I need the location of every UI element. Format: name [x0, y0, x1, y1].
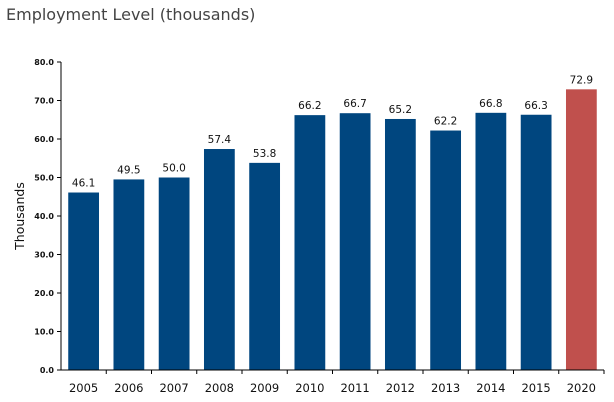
bar-2020: [565, 89, 597, 370]
bar-2011: [339, 113, 371, 370]
bar-2007: [158, 177, 190, 370]
y-tick-label: 10.0: [34, 328, 54, 337]
x-tick-label-2007: 2007: [159, 381, 188, 395]
x-tick-label-2010: 2010: [295, 381, 324, 395]
x-tick-label-2020: 2020: [567, 381, 596, 395]
bar-2010: [294, 115, 326, 370]
y-tick-label: 40.0: [34, 212, 54, 221]
bar-2014: [475, 112, 507, 370]
data-label-2006: 49.5: [117, 164, 140, 176]
data-label-2012: 65.2: [389, 104, 412, 116]
x-tick-label-2006: 2006: [114, 381, 143, 395]
x-tick-label-2013: 2013: [431, 381, 460, 395]
bar-2015: [520, 114, 552, 370]
y-tick-label: 70.0: [34, 97, 54, 106]
x-tick-label-2009: 2009: [250, 381, 279, 395]
y-tick-label: 50.0: [34, 174, 54, 183]
data-label-2014: 66.8: [479, 98, 502, 110]
x-tick-label-2008: 2008: [205, 381, 234, 395]
x-tick-label-2011: 2011: [340, 381, 369, 395]
data-label-2011: 66.7: [343, 98, 366, 110]
data-label-2015: 66.3: [524, 100, 547, 112]
x-tick-label-2015: 2015: [521, 381, 550, 395]
y-tick-label: 60.0: [34, 135, 54, 144]
bar-2006: [113, 179, 145, 370]
y-tick-label: 80.0: [34, 58, 54, 67]
data-label-2010: 66.2: [298, 100, 321, 112]
data-label-2020: 72.9: [570, 74, 593, 86]
x-tick-label-2012: 2012: [386, 381, 415, 395]
bar-2008: [203, 149, 235, 370]
x-tick-label-2005: 2005: [69, 381, 98, 395]
chart-title: Employment Level (thousands): [6, 5, 256, 24]
bar-2012: [384, 118, 416, 370]
data-label-2007: 50.0: [162, 163, 185, 175]
y-axis-label: Thousands: [12, 182, 27, 251]
x-axis: 2005 2006 2007 2008 2009 2010 2011 2012 2013 2014…: [61, 369, 605, 395]
data-label-2013: 62.2: [434, 116, 457, 128]
bar-2005: [68, 192, 100, 370]
data-label-2005: 46.1: [72, 178, 95, 190]
data-labels: 46.1 49.5 50.0 57.4 53.8 66.2 66.7 65.2 62.2 66.8…: [72, 74, 593, 189]
data-label-2008: 57.4: [208, 134, 232, 146]
x-tick-label-2014: 2014: [476, 381, 505, 395]
bar-2009: [249, 162, 281, 370]
y-axis: 0.0 10.0 20.0 30.0 40.0 50.0 60.0 70.0 80.0: [34, 58, 62, 375]
y-tick-label: 20.0: [34, 289, 54, 298]
data-label-2009: 53.8: [253, 148, 276, 160]
y-tick-label: 30.0: [34, 251, 54, 260]
y-tick-label: 0.0: [40, 366, 55, 375]
bars: [68, 89, 597, 370]
bar-2013: [430, 130, 462, 370]
